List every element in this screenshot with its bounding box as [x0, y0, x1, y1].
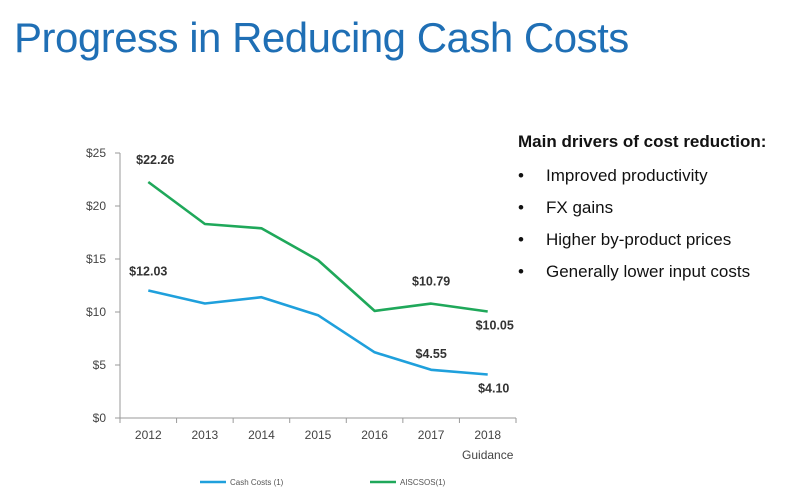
- driver-label: Higher by-product prices: [546, 230, 732, 249]
- driver-label: Improved productivity: [546, 166, 708, 185]
- driver-item: • Higher by-product prices: [518, 230, 803, 262]
- driver-label: Generally lower input costs: [546, 262, 751, 281]
- x-tick-label: 2012: [135, 428, 162, 442]
- driver-item: • Improved productivity: [518, 166, 803, 198]
- bullet-icon: •: [518, 198, 524, 217]
- bullet-icon: •: [518, 262, 524, 281]
- page-title: Progress in Reducing Cash Costs: [14, 14, 629, 61]
- x-tick-label: 2014: [248, 428, 275, 442]
- y-tick-label: $20: [86, 199, 106, 213]
- cost-drivers-panel: Main drivers of cost reduction: • Improve…: [518, 132, 803, 294]
- x-tick-label: 2018: [474, 428, 501, 442]
- drivers-heading: Main drivers of cost reduction:: [518, 132, 767, 151]
- data-label: $12.03: [129, 264, 167, 278]
- data-label: $4.10: [478, 382, 509, 396]
- legend-label: Cash Costs (1): [230, 478, 284, 487]
- series-line-0: [148, 289, 488, 376]
- x-tick-label: 2013: [192, 428, 219, 442]
- y-tick-label: $5: [93, 358, 107, 372]
- driver-item: • Generally lower input costs: [518, 262, 803, 294]
- data-label: $22.26: [136, 153, 174, 167]
- y-tick-label: $0: [93, 411, 107, 425]
- x-tick-sublabel: Guidance: [462, 448, 514, 462]
- data-label: $10.79: [412, 275, 450, 289]
- x-tick-label: 2016: [361, 428, 388, 442]
- bullet-icon: •: [518, 166, 524, 185]
- legend-label: AISCSOS(1): [400, 478, 446, 487]
- y-tick-label: $10: [86, 305, 106, 319]
- y-tick-label: $15: [86, 252, 106, 266]
- data-label: $4.55: [416, 347, 447, 361]
- driver-label: FX gains: [546, 198, 614, 217]
- x-tick-label: 2015: [305, 428, 332, 442]
- bullet-icon: •: [518, 230, 524, 249]
- y-tick-label: $25: [86, 146, 106, 160]
- drivers-list: • Improved productivity • FX gains • Higher…: [518, 166, 803, 294]
- data-label: $10.05: [476, 318, 514, 332]
- driver-item: • FX gains: [518, 198, 803, 230]
- series-line-1: [147, 180, 488, 313]
- x-tick-label: 2017: [418, 428, 445, 442]
